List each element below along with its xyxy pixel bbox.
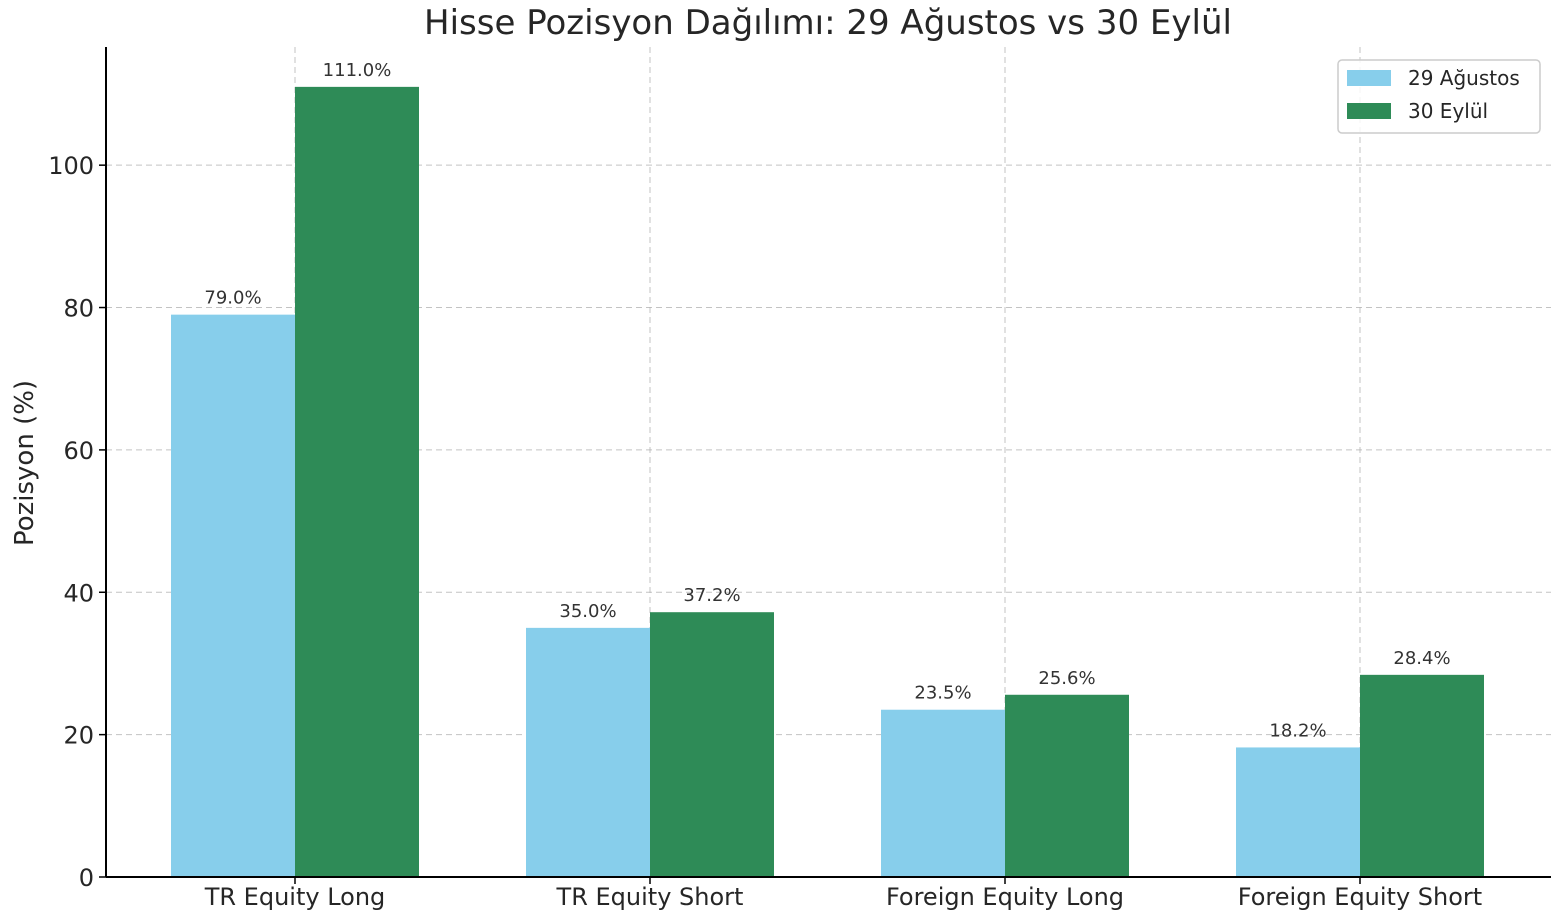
bar-series2: [650, 612, 774, 877]
chart-title: Hisse Pozisyon Dağılımı: 29 Ağustos vs 3…: [424, 3, 1232, 43]
bar-value-label: 111.0%: [323, 60, 392, 81]
bar-value-label: 37.2%: [683, 585, 740, 606]
y-tick-label: 60: [63, 437, 94, 465]
bar-value-label: 25.6%: [1038, 668, 1095, 689]
x-tick-label: TR Equity Short: [556, 883, 744, 911]
legend: 29 Ağustos 30 Eylül: [1337, 59, 1541, 134]
bar-value-label: 79.0%: [204, 288, 261, 309]
bar-series1: [171, 314, 295, 877]
legend-swatch: [1347, 70, 1391, 86]
y-tick-label: 40: [63, 579, 94, 607]
legend-swatch: [1347, 103, 1391, 119]
x-tick-label: Foreign Equity Long: [886, 883, 1124, 911]
bar-value-label: 23.5%: [914, 683, 971, 704]
bar-value-label: 28.4%: [1393, 648, 1450, 669]
bar-series1: [526, 627, 650, 877]
bars: [171, 86, 1484, 877]
x-tick-label: Foreign Equity Short: [1238, 883, 1482, 911]
x-tick-label: TR Equity Long: [204, 883, 386, 911]
axes: 0 20 40 60 80 100 TR Equity Long TR Equity Shor…: [48, 47, 1551, 911]
bar-series2: [1005, 694, 1129, 877]
y-tick-label: 80: [63, 295, 94, 323]
bar-value-label: 18.2%: [1269, 720, 1326, 741]
bar-series1: [1236, 747, 1360, 877]
bar-series2: [295, 86, 419, 877]
y-tick-label: 0: [79, 864, 94, 892]
bar-value-label: 35.0%: [559, 601, 616, 622]
y-tick-label: 20: [63, 722, 94, 750]
y-tick-label: 100: [48, 152, 94, 180]
legend-label: 29 Ağustos: [1408, 66, 1520, 90]
bar-series1: [881, 709, 1005, 877]
legend-label: 30 Eylül: [1408, 99, 1488, 123]
bar-series2: [1360, 674, 1484, 877]
value-labels: 79.0% 35.0% 23.5% 18.2% 111.0% 37.2% 25.6% 28.4…: [204, 60, 1450, 742]
y-axis-label: Pozisyon (%): [10, 380, 40, 546]
